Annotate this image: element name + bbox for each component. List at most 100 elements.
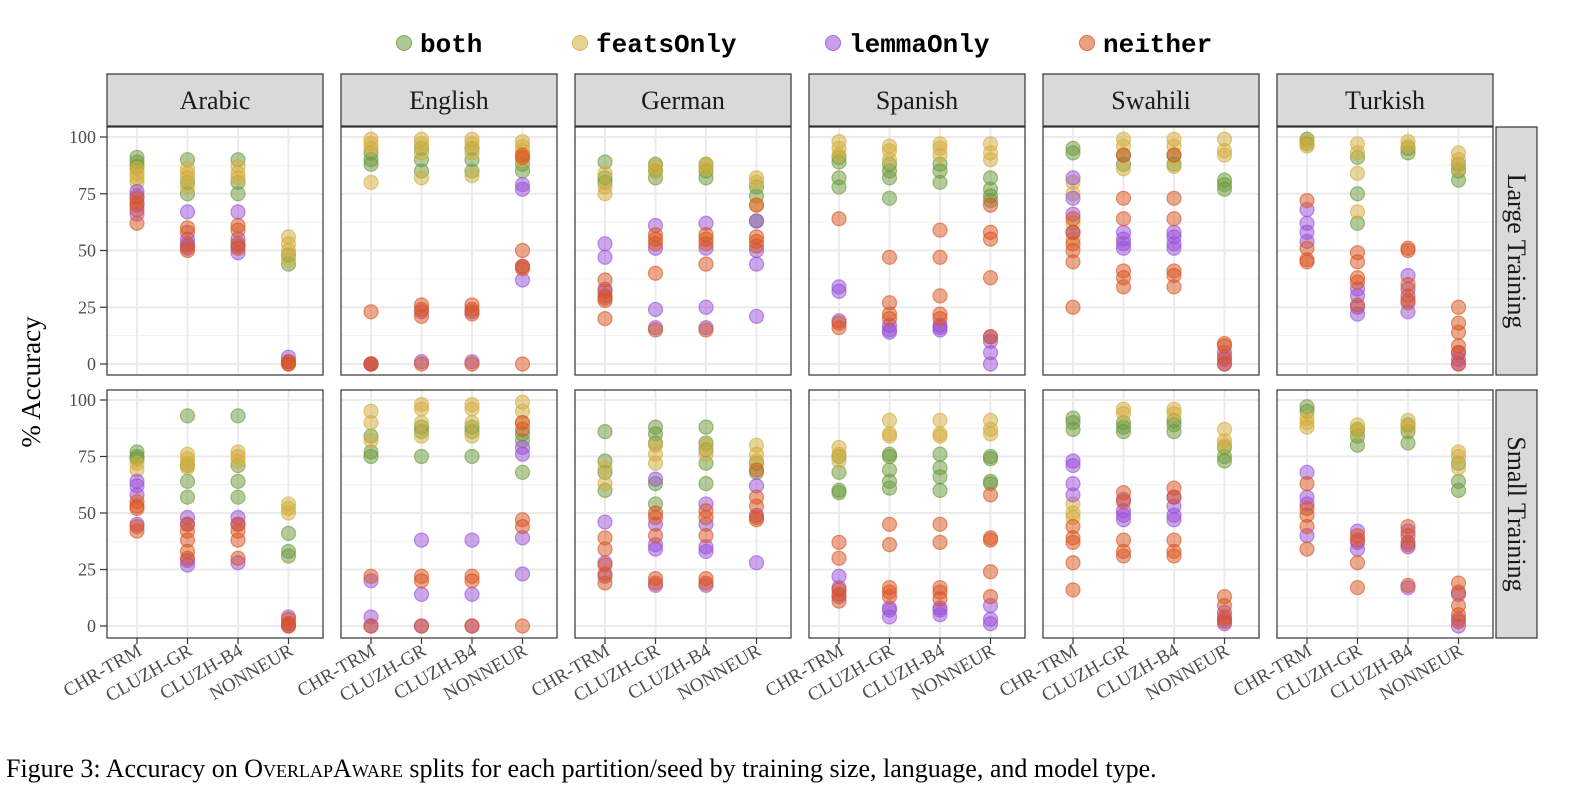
data-point-featsOnly	[647, 455, 664, 471]
legend-label-neither: neither	[1103, 30, 1212, 60]
data-point-featsOnly	[1349, 204, 1366, 220]
data-point-neither	[280, 618, 297, 634]
data-point-neither	[831, 593, 847, 609]
data-point-featsOnly	[230, 170, 246, 186]
data-point-neither	[982, 564, 999, 580]
caption-suffix: splits for each partition/seed by traini…	[403, 754, 1157, 783]
data-point-lemmaOnly	[514, 181, 531, 197]
data-point-both	[230, 473, 246, 489]
data-point-neither	[464, 306, 480, 322]
data-point-neither	[514, 242, 531, 259]
data-point-both	[831, 485, 847, 501]
column-strip-arabic: Arabic	[106, 73, 324, 127]
data-point-neither	[1349, 532, 1366, 548]
data-point-neither	[698, 256, 714, 272]
data-point-lemmaOnly	[748, 555, 765, 571]
data-point-both	[230, 408, 246, 424]
column-strip-swahili: Swahili	[1042, 73, 1260, 127]
data-point-both	[363, 448, 379, 465]
data-point-neither	[1299, 476, 1315, 492]
data-point-neither	[1450, 613, 1467, 630]
y-tick-label: 100	[69, 390, 96, 410]
data-point-neither	[932, 534, 948, 550]
data-point-neither	[1065, 211, 1081, 227]
legend: both featsOnly lemmaOnly neither	[396, 30, 1212, 60]
data-point-neither	[748, 512, 765, 528]
data-point-neither	[179, 224, 196, 240]
data-point-both	[230, 186, 246, 202]
panel-swahili-large	[1042, 126, 1260, 376]
data-point-featsOnly	[982, 426, 999, 442]
data-point-both	[280, 548, 297, 564]
data-point-neither	[363, 568, 379, 584]
data-point-both	[179, 489, 196, 505]
data-point-featsOnly	[982, 152, 999, 168]
data-point-featsOnly	[748, 174, 765, 190]
data-point-neither	[1299, 541, 1315, 557]
legend-marker-featsOnly	[572, 35, 588, 51]
column-strip-background	[106, 73, 324, 127]
legend-marker-both	[396, 35, 412, 51]
data-point-lemmaOnly	[413, 586, 430, 602]
data-point-lemmaOnly	[514, 446, 531, 462]
column-strip-label: Swahili	[1111, 86, 1190, 115]
data-point-neither	[1115, 190, 1132, 206]
panel-arabic-large	[106, 126, 324, 376]
data-point-neither	[647, 322, 664, 338]
data-point-neither	[748, 197, 765, 213]
data-point-both	[179, 473, 196, 489]
data-point-neither	[230, 222, 246, 238]
row-strip-background	[1495, 126, 1538, 376]
data-point-featsOnly	[881, 428, 898, 444]
data-point-lemmaOnly	[982, 616, 999, 632]
data-point-both	[514, 464, 531, 480]
data-point-neither	[597, 541, 613, 557]
data-point-lemmaOnly	[698, 299, 714, 315]
data-point-lemmaOnly	[748, 213, 765, 229]
data-point-neither	[464, 573, 480, 589]
data-point-lemmaOnly	[1166, 512, 1182, 528]
data-point-both	[881, 448, 898, 465]
data-point-featsOnly	[413, 428, 430, 444]
data-point-both	[932, 446, 948, 462]
data-point-neither	[881, 537, 898, 553]
data-point-neither	[982, 270, 999, 286]
data-point-neither	[1166, 190, 1182, 206]
data-point-neither	[1400, 295, 1416, 311]
panel-border	[1276, 389, 1494, 639]
data-point-neither	[932, 249, 948, 265]
data-point-neither	[597, 575, 613, 591]
data-point-lemmaOnly	[647, 471, 664, 487]
data-point-featsOnly	[597, 186, 613, 202]
data-point-neither	[932, 311, 948, 327]
data-point-featsOnly	[1450, 161, 1467, 177]
data-point-featsOnly	[363, 433, 379, 449]
y-tick-label: 100	[69, 127, 96, 147]
data-point-neither	[230, 240, 246, 256]
column-strip-label: German	[641, 86, 725, 115]
data-point-both	[230, 489, 246, 505]
panel-border	[574, 389, 792, 639]
data-point-neither	[363, 618, 379, 634]
legend-marker-neither	[1079, 35, 1095, 51]
data-point-neither	[932, 222, 948, 238]
data-point-neither	[514, 356, 531, 372]
panel-border	[1042, 389, 1260, 639]
column-strip-background	[808, 73, 1026, 127]
legend-label-both: both	[420, 30, 482, 60]
data-point-featsOnly	[831, 453, 847, 469]
data-point-featsOnly	[413, 401, 430, 417]
data-point-neither	[1065, 254, 1081, 270]
data-point-lemmaOnly	[464, 586, 480, 602]
data-point-neither	[698, 527, 714, 544]
data-point-featsOnly	[1349, 424, 1366, 440]
data-point-lemmaOnly	[1065, 487, 1081, 503]
data-point-neither	[1400, 537, 1416, 553]
data-point-featsOnly	[179, 460, 196, 476]
data-point-both	[1349, 186, 1366, 202]
data-point-neither	[881, 249, 898, 265]
data-point-neither	[1349, 297, 1366, 313]
column-strip-background	[574, 73, 792, 127]
data-point-featsOnly	[698, 446, 714, 462]
data-point-lemmaOnly	[230, 204, 246, 220]
